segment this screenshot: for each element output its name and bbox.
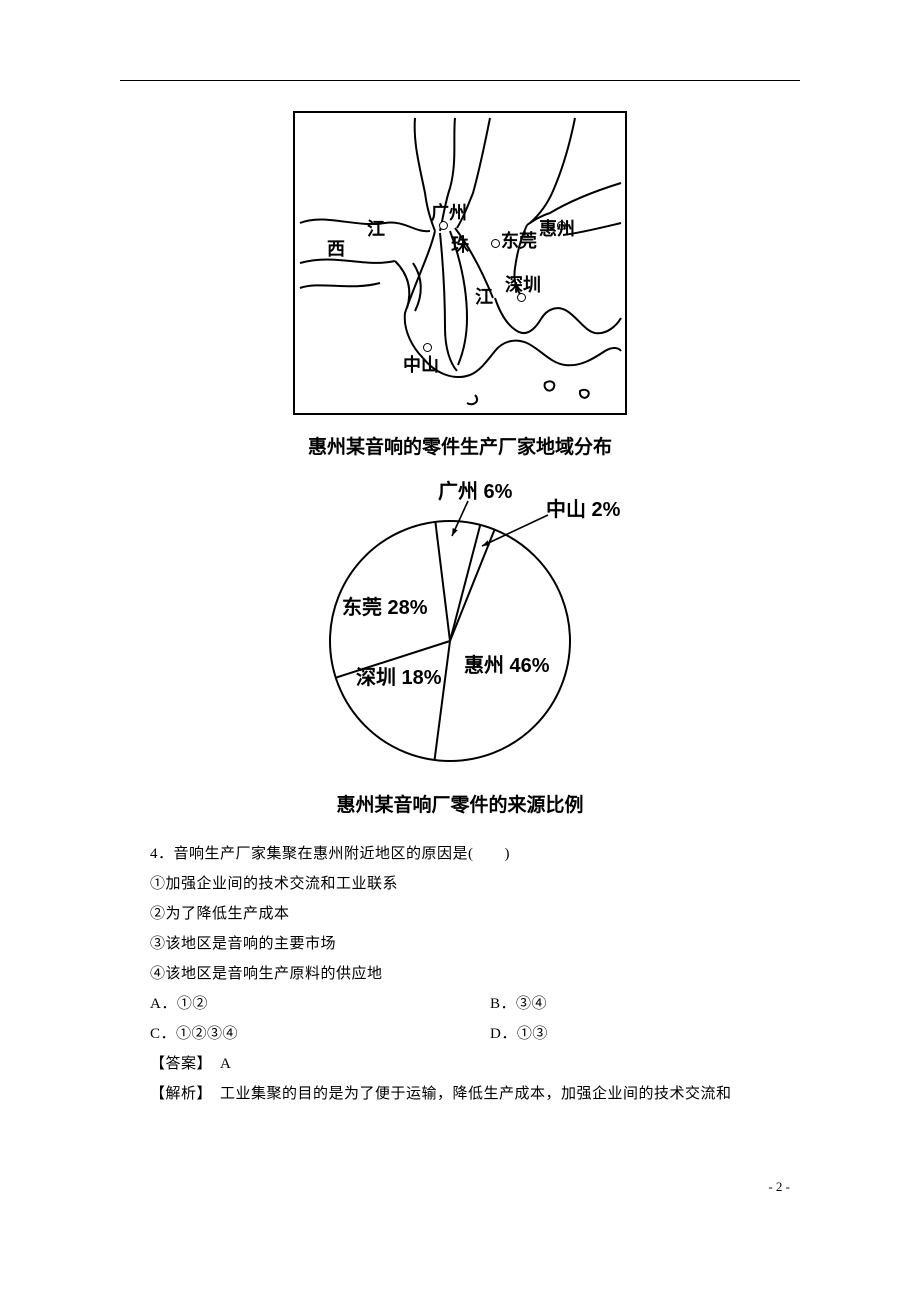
statement-3: ③该地区是音响的主要市场 xyxy=(120,929,800,959)
map-label-huizhou: 惠州 xyxy=(539,215,575,241)
option-a: A．①② xyxy=(120,989,460,1019)
pie-label-dongguan: 东莞 28% xyxy=(342,591,428,620)
option-c: C．①②③④ xyxy=(120,1019,460,1049)
statement-4: ④该地区是音响生产原料的供应地 xyxy=(120,959,800,989)
explanation-line: 【解析】 工业集聚的目的是为了便于运输，降低生产成本，加强企业间的技术交流和 xyxy=(120,1079,800,1109)
pie-label-shenzhen: 深圳 18% xyxy=(356,661,442,690)
pie-figure: 广州 6% 中山 2% 东莞 28% 深圳 18% 惠州 46% 惠州某音响厂零… xyxy=(120,481,800,817)
top-rule xyxy=(120,80,800,81)
map-label-shenzhen: 深圳 xyxy=(505,271,541,297)
pie-label-zhongshan: 中山 2% xyxy=(546,493,620,522)
pie-label-huizhou: 惠州 46% xyxy=(464,649,550,678)
map-label-jiang: 江 xyxy=(367,215,385,241)
answer-line: 【答案】 A xyxy=(120,1049,800,1079)
options-row-1: A．①② B．③④ xyxy=(120,989,800,1019)
map-label-xi: 西 xyxy=(327,235,345,261)
map-svg xyxy=(295,113,625,413)
question-block: 4．音响生产厂家集聚在惠州附近地区的原因是( ) ①加强企业间的技术交流和工业联… xyxy=(120,839,800,1109)
option-d: D．①③ xyxy=(460,1019,800,1049)
map-label-jiang2: 江 xyxy=(475,283,493,309)
pie-label-guangzhou: 广州 6% xyxy=(438,475,512,504)
pie-caption: 惠州某音响厂零件的来源比例 xyxy=(120,790,800,817)
document-page: 西 江 广州 珠 东莞 惠州 江 深圳 中山 惠州某音响的零件生产厂家地域分布 … xyxy=(0,0,920,1235)
pie-svg xyxy=(290,481,630,771)
map-caption: 惠州某音响的零件生产厂家地域分布 xyxy=(120,432,800,459)
statement-2: ②为了降低生产成本 xyxy=(120,899,800,929)
map-box: 西 江 广州 珠 东莞 惠州 江 深圳 中山 xyxy=(293,111,627,415)
map-label-zhongshan: 中山 xyxy=(403,351,439,377)
question-line: 4．音响生产厂家集聚在惠州附近地区的原因是( ) xyxy=(120,839,800,869)
statement-1: ①加强企业间的技术交流和工业联系 xyxy=(120,869,800,899)
map-label-zhu: 珠 xyxy=(451,231,469,257)
pie-wrap: 广州 6% 中山 2% 东莞 28% 深圳 18% 惠州 46% xyxy=(290,481,630,771)
map-label-dongguan: 东莞 xyxy=(501,227,537,253)
map-label-guangzhou: 广州 xyxy=(431,199,467,225)
options-row-2: C．①②③④ D．①③ xyxy=(120,1019,800,1049)
page-number: - 2 - xyxy=(120,1179,800,1195)
map-figure: 西 江 广州 珠 东莞 惠州 江 深圳 中山 惠州某音响的零件生产厂家地域分布 xyxy=(120,111,800,459)
option-b: B．③④ xyxy=(460,989,800,1019)
map-dot-dongguan xyxy=(491,239,500,248)
